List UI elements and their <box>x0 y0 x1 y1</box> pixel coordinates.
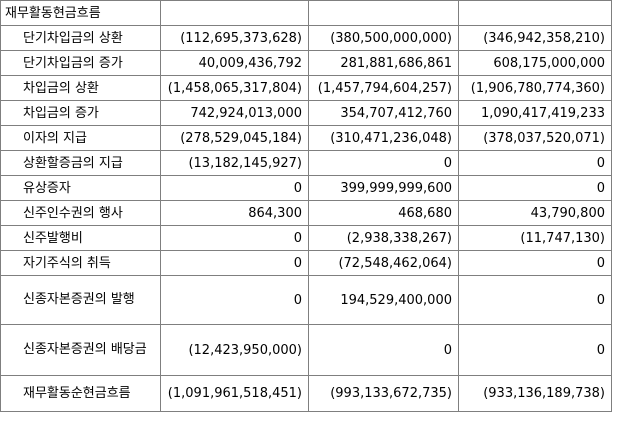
row-label: 단기차입금의 상환 <box>0 25 161 51</box>
table-row: 신종자본증권의 배당금 (12,423,950,000) 0 0 <box>0 324 612 376</box>
table-row: 차입금의 상환 (1,458,065,317,804) (1,457,794,6… <box>0 75 612 101</box>
value-cell: (346,942,358,210) <box>458 25 612 51</box>
table-row: 자기주식의 취득 0 (72,548,462,064) 0 <box>0 250 612 276</box>
value-cell: (380,500,000,000) <box>308 25 459 51</box>
row-label: 재무활동순현금흐름 <box>0 375 161 412</box>
table-row: 재무활동순현금흐름 (1,091,961,518,451) (993,133,6… <box>0 375 612 412</box>
value-cell: 742,924,013,000 <box>160 100 309 126</box>
row-label: 이자의 지급 <box>0 125 161 151</box>
value-cell: 43,790,800 <box>458 200 612 226</box>
value-cell: 399,999,999,600 <box>308 175 459 201</box>
table-row: 재무활동현금흐름 <box>0 0 612 26</box>
value-cell: 194,529,400,000 <box>308 275 459 325</box>
value-cell: (378,037,520,071) <box>458 125 612 151</box>
value-cell: (13,182,145,927) <box>160 150 309 176</box>
table-row: 상환할증금의 지급 (13,182,145,927) 0 0 <box>0 150 612 176</box>
value-cell: (12,423,950,000) <box>160 324 309 376</box>
value-cell: 0 <box>308 324 459 376</box>
empty-cell <box>308 0 459 26</box>
table-row: 차입금의 증가 742,924,013,000 354,707,412,760 … <box>0 100 612 126</box>
value-cell: 0 <box>458 150 612 176</box>
value-cell: 0 <box>160 225 309 251</box>
value-cell: 608,175,000,000 <box>458 50 612 76</box>
value-cell: 468,680 <box>308 200 459 226</box>
value-cell: (310,471,236,048) <box>308 125 459 151</box>
table-row: 신종자본증권의 발행 0 194,529,400,000 0 <box>0 275 612 325</box>
row-label: 차입금의 상환 <box>0 75 161 101</box>
value-cell: (1,458,065,317,804) <box>160 75 309 101</box>
value-cell: 0 <box>160 275 309 325</box>
table-row: 단기차입금의 상환 (112,695,373,628) (380,500,000… <box>0 25 612 51</box>
value-cell: 354,707,412,760 <box>308 100 459 126</box>
value-cell: (72,548,462,064) <box>308 250 459 276</box>
table-row: 신주발행비 0 (2,938,338,267) (11,747,130) <box>0 225 612 251</box>
section-title: 재무활동현금흐름 <box>0 0 161 26</box>
empty-cell <box>160 0 309 26</box>
row-label: 유상증자 <box>0 175 161 201</box>
value-cell: (933,136,189,738) <box>458 375 612 412</box>
value-cell: 0 <box>160 175 309 201</box>
value-cell: 0 <box>160 250 309 276</box>
row-label: 자기주식의 취득 <box>0 250 161 276</box>
value-cell: (2,938,338,267) <box>308 225 459 251</box>
value-cell: 40,009,436,792 <box>160 50 309 76</box>
value-cell: (11,747,130) <box>458 225 612 251</box>
cash-flow-table: 재무활동현금흐름 단기차입금의 상환 (112,695,373,628) (38… <box>0 0 612 412</box>
table-row: 유상증자 0 399,999,999,600 0 <box>0 175 612 201</box>
value-cell: 864,300 <box>160 200 309 226</box>
row-label: 신주인수권의 행사 <box>0 200 161 226</box>
value-cell: 0 <box>458 275 612 325</box>
value-cell: 0 <box>308 150 459 176</box>
value-cell: 1,090,417,419,233 <box>458 100 612 126</box>
value-cell: 0 <box>458 175 612 201</box>
value-cell: (112,695,373,628) <box>160 25 309 51</box>
row-label: 신주발행비 <box>0 225 161 251</box>
value-cell: 0 <box>458 324 612 376</box>
value-cell: (1,457,794,604,257) <box>308 75 459 101</box>
empty-cell <box>458 0 612 26</box>
row-label: 신종자본증권의 발행 <box>0 275 161 325</box>
value-cell: (278,529,045,184) <box>160 125 309 151</box>
row-label: 상환할증금의 지급 <box>0 150 161 176</box>
table-row: 단기차입금의 증가 40,009,436,792 281,881,686,861… <box>0 50 612 76</box>
table-row: 신주인수권의 행사 864,300 468,680 43,790,800 <box>0 200 612 226</box>
value-cell: (1,906,780,774,360) <box>458 75 612 101</box>
row-label: 신종자본증권의 배당금 <box>0 324 161 376</box>
value-cell: (1,091,961,518,451) <box>160 375 309 412</box>
table-row: 이자의 지급 (278,529,045,184) (310,471,236,04… <box>0 125 612 151</box>
value-cell: (993,133,672,735) <box>308 375 459 412</box>
value-cell: 281,881,686,861 <box>308 50 459 76</box>
value-cell: 0 <box>458 250 612 276</box>
row-label: 단기차입금의 증가 <box>0 50 161 76</box>
row-label: 차입금의 증가 <box>0 100 161 126</box>
